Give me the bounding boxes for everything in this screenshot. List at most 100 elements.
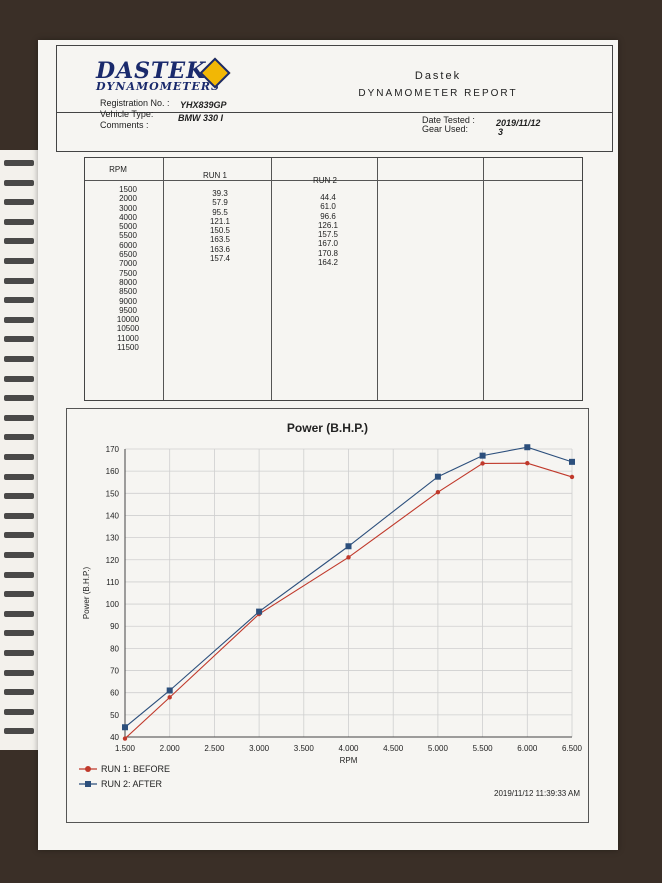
spiral-ring xyxy=(4,728,34,735)
run2-point xyxy=(256,608,263,615)
date-value: 2019/11/12 xyxy=(496,118,541,128)
y-axis-label: Power (B.H.P.) xyxy=(82,567,91,620)
dyno-report-sheet: DASTEK DYNAMOMETERS Dastek DYNAMOMETER R… xyxy=(38,40,618,850)
rpm-cell: 11500 xyxy=(117,343,139,353)
spiral-ring xyxy=(4,532,34,539)
run2-marker-icon xyxy=(79,780,97,787)
chart-canvas: 40 50 60 70 80 90 100 110 120 130 140 150 160 170 1.50… xyxy=(82,444,583,765)
spiral-ring xyxy=(4,395,34,402)
x-tick-label: 3.000 xyxy=(249,744,270,753)
series-line-2 xyxy=(124,446,573,728)
run1-cell: 157.4 xyxy=(209,254,231,264)
y-tick-label: 140 xyxy=(106,511,120,520)
run1-cell: 121.1 xyxy=(209,216,231,226)
info-frame xyxy=(56,112,613,152)
spiral-ring xyxy=(4,160,34,166)
empty-column-2 xyxy=(483,158,582,400)
rpm-cell: 7500 xyxy=(119,268,137,278)
run2-cell: 96.6 xyxy=(320,211,336,221)
rpm-values: 1500 2000 3000 4000 5000 5500 6000 6500 7000 7500… xyxy=(103,185,153,352)
spiral-ring xyxy=(4,238,34,245)
y-tick-label: 50 xyxy=(110,711,119,720)
chart-title: Power (B.H.P.) xyxy=(286,421,369,435)
rpm-cell: 5500 xyxy=(119,231,137,241)
legend-run2-label: RUN 2: AFTER xyxy=(101,778,163,789)
run2-point xyxy=(122,724,128,731)
notebook-spiral xyxy=(0,150,40,750)
spiral-ring xyxy=(4,375,34,382)
spiral-ring xyxy=(4,571,34,578)
run1-point xyxy=(435,490,441,495)
x-tick-label: 4.000 xyxy=(338,744,359,753)
spiral-ring xyxy=(4,336,34,343)
x-tick-label: 2.500 xyxy=(204,744,225,753)
run1-cell: 150.5 xyxy=(209,226,231,236)
y-tick-label: 90 xyxy=(110,622,119,631)
x-tick-label: 6.000 xyxy=(517,744,538,753)
y-tick-label: 100 xyxy=(106,600,120,609)
rpm-cell: 11000 xyxy=(117,333,139,343)
legend-run2: RUN 2: AFTER xyxy=(79,776,170,791)
power-chart: Power (B.H.P.) 40 50 60 70 80 90 100 110 120 130 1… xyxy=(66,408,589,823)
run1-cell: 163.6 xyxy=(209,244,231,254)
table-header-divider xyxy=(85,180,582,181)
rpm-cell: 8500 xyxy=(119,287,137,297)
spiral-ring xyxy=(4,708,34,715)
run2-column xyxy=(271,158,378,400)
y-tick-label: 170 xyxy=(106,445,120,454)
chart-legend: RUN 1: BEFORE RUN 2: AFTER xyxy=(79,761,170,791)
spiral-ring xyxy=(4,356,34,362)
run1-marker-icon xyxy=(79,765,97,772)
rpm-cell: 6000 xyxy=(119,240,137,250)
run2-point xyxy=(569,458,575,465)
rpm-cell: 1500 xyxy=(119,185,137,194)
spiral-ring xyxy=(4,591,34,598)
run1-cell: 163.5 xyxy=(209,235,231,245)
run1-header: RUN 1 xyxy=(202,171,227,180)
run1-point xyxy=(480,461,485,466)
logo-sub-text: DYNAMOMETERS xyxy=(96,80,220,93)
run1-point xyxy=(525,460,530,466)
spiral-ring xyxy=(4,218,34,225)
report-title: DYNAMOMETER REPORT xyxy=(358,88,518,99)
x-tick-label: 2.000 xyxy=(160,744,181,753)
run1-column xyxy=(163,158,272,400)
run2-point xyxy=(479,452,486,459)
run2-cell: 157.5 xyxy=(317,230,339,240)
run2-point xyxy=(166,687,173,694)
series-line-1 xyxy=(124,462,573,739)
spiral-ring xyxy=(4,454,34,460)
run2-point xyxy=(434,473,441,480)
y-tick-label: 160 xyxy=(106,467,120,476)
spiral-ring xyxy=(4,414,34,421)
gear-value: 3 xyxy=(498,127,504,137)
registration-label: Registration No. : xyxy=(100,98,170,108)
spiral-ring xyxy=(4,434,34,441)
run1-values: 39.3 57.9 95.5 121.1 150.5 163.5 163.6 157.4 xyxy=(195,189,245,263)
spiral-ring xyxy=(4,552,34,558)
run2-cell: 164.2 xyxy=(317,258,339,268)
run1-cell: 95.5 xyxy=(212,207,228,217)
y-tick-label: 60 xyxy=(110,689,119,698)
rpm-header: RPM xyxy=(109,165,127,174)
y-tick-label: 120 xyxy=(106,556,120,565)
report-timestamp: 2019/11/12 11:39:33 AM xyxy=(494,789,580,798)
empty-column-1 xyxy=(377,158,484,400)
vehicle-label: Vehicle Type: xyxy=(100,109,154,119)
spiral-ring xyxy=(4,179,34,186)
run2-point xyxy=(524,444,531,451)
x-tick-label: 4.500 xyxy=(383,744,404,753)
x-tick-label: 1.500 xyxy=(115,744,136,753)
y-tick-label: 110 xyxy=(106,578,119,587)
x-tick-label: 5.000 xyxy=(428,744,449,753)
x-tick-label: 6.500 xyxy=(562,744,583,753)
run1-point xyxy=(122,736,128,741)
run1-point xyxy=(346,555,351,560)
run2-cell: 170.8 xyxy=(317,248,339,258)
results-table: RPM RUN 1 RUN 2 1500 2000 3000 4000 5000 5500… xyxy=(84,157,583,401)
spiral-ring xyxy=(4,650,34,656)
run1-point xyxy=(569,474,575,480)
logo-main-text: DASTEK xyxy=(96,58,207,84)
rpm-cell: 8000 xyxy=(119,277,137,287)
spiral-ring xyxy=(4,199,34,206)
